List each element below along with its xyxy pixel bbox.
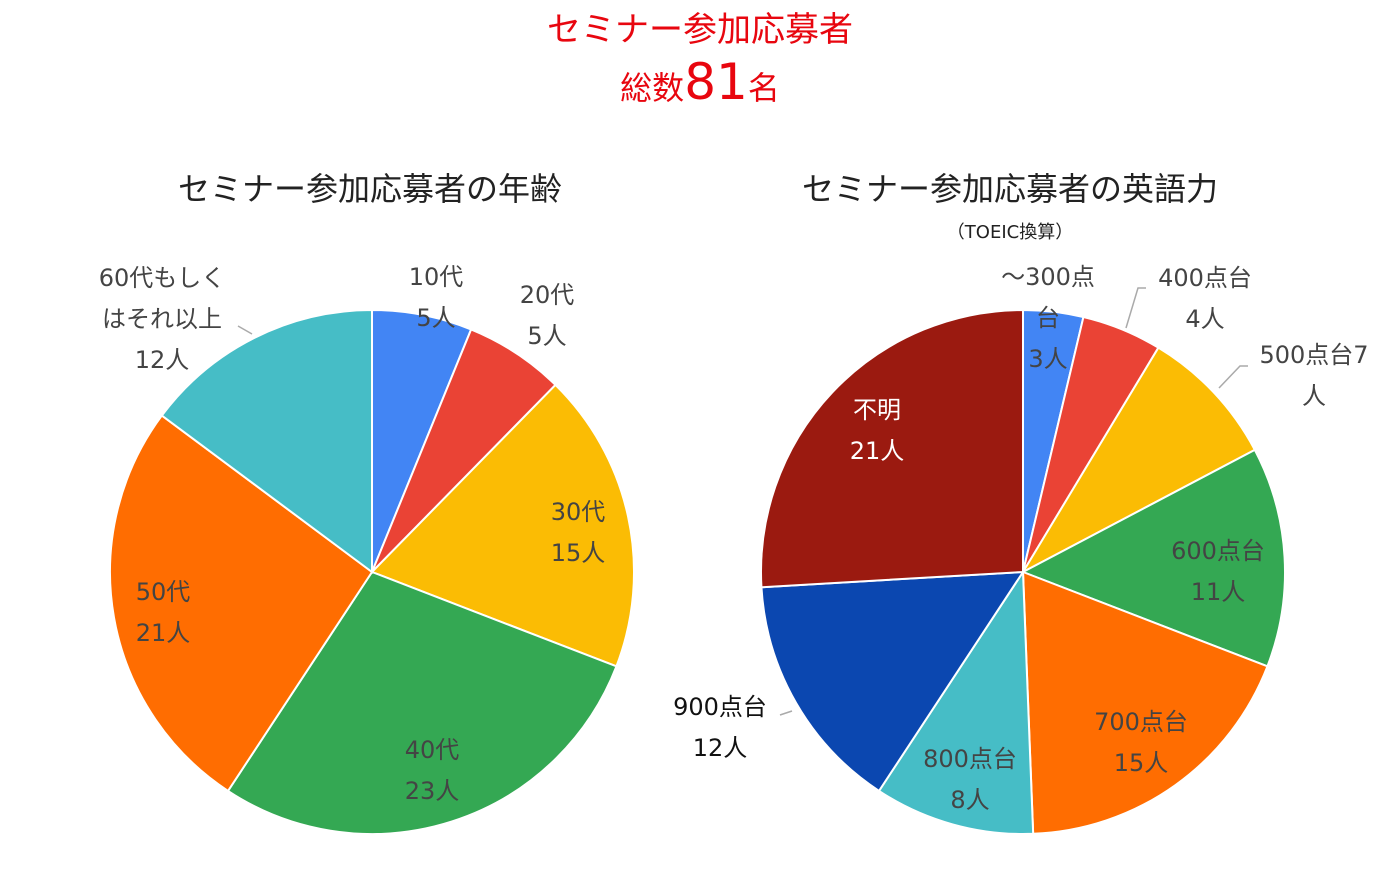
- slice-label-0-4: 50代 21人: [136, 578, 191, 647]
- slice-label-0-1: 20代 5人: [520, 281, 575, 350]
- pie-slice-1-4: [1021, 570, 1269, 835]
- english-pie-leader-lines: [779, 287, 1248, 716]
- slice-label-line: 4人: [1185, 305, 1224, 333]
- age-pie-slices: [109, 308, 635, 835]
- slice-label-0-5: 60代もしくはそれ以上 12人: [99, 264, 226, 374]
- slice-label-line: 23人: [405, 777, 460, 805]
- slice-label-line: 10代: [409, 263, 464, 291]
- pie-slice-1-2: [1020, 346, 1257, 575]
- slice-label-1-6: 900点台 12人: [673, 693, 767, 762]
- pie-slice-1-5: [877, 568, 1035, 835]
- slice-label-line: 700点台: [1094, 708, 1188, 736]
- leader-line-1-6: [779, 710, 793, 716]
- leader-line-0-5: [237, 325, 253, 335]
- slice-label-1-2: 500点台7 人: [1259, 341, 1368, 410]
- slice-label-line: 人: [1302, 382, 1326, 410]
- age-chart-title: セミナー参加応募者の年齢: [178, 170, 562, 208]
- slice-label-line: 12人: [135, 346, 190, 374]
- slice-label-0-0: 10代 5人: [409, 263, 464, 332]
- slice-label-line: 5人: [416, 304, 455, 332]
- slice-label-line: 30代: [551, 498, 606, 526]
- pie-slice-1-6: [760, 570, 1025, 793]
- english-pie-labels: 〜300点台 3人 400点台 4人 500点台7 人 600点台 11人 700点台 15人 80…: [673, 263, 1368, 814]
- english-pie-chart: セミナー参加応募者の英語力 （TOEIC換算） 〜300点台 3人 400点台 4人 5…: [673, 170, 1369, 835]
- slice-label-line: 21人: [136, 619, 191, 647]
- slice-label-line: 11人: [1191, 578, 1246, 606]
- pie-slice-1-7: [760, 308, 1024, 589]
- pie-slice-0-5: [160, 308, 373, 574]
- slice-label-line: 台: [1036, 304, 1060, 332]
- slice-label-line: 5人: [527, 322, 566, 350]
- total-suffix: 名: [747, 69, 780, 107]
- pie-slice-0-2: [370, 383, 635, 668]
- header-total: 総数81名: [0, 56, 1400, 114]
- english-chart-title: セミナー参加応募者の英語力: [802, 170, 1218, 208]
- pie-slice-1-3: [1020, 448, 1286, 668]
- pie-slice-0-3: [226, 570, 618, 835]
- english-pie-slices: [760, 308, 1286, 835]
- slice-label-line: 500点台7: [1259, 341, 1368, 369]
- slice-label-line: 15人: [1114, 749, 1169, 777]
- slice-label-1-4: 700点台 15人: [1094, 708, 1188, 777]
- slice-label-line: 不明: [853, 396, 901, 424]
- slice-label-line: 20代: [520, 281, 575, 309]
- slice-label-line: 60代もしく: [99, 264, 226, 292]
- slice-label-line: 800点台: [923, 745, 1017, 773]
- slice-label-line: 15人: [551, 539, 606, 567]
- slice-label-line: 50代: [136, 578, 191, 606]
- slice-label-line: 21人: [850, 437, 905, 465]
- slice-label-0-2: 30代 15人: [551, 498, 606, 567]
- header-title: セミナー参加応募者: [547, 10, 853, 50]
- slice-label-1-7: 不明 21人: [850, 396, 905, 465]
- slice-label-line: 400点台: [1158, 264, 1252, 292]
- slice-label-1-1: 400点台 4人: [1158, 264, 1252, 333]
- slice-label-line: はそれ以上: [102, 305, 222, 333]
- slice-label-1-3: 600点台 11人: [1171, 537, 1265, 606]
- total-value: 81: [684, 53, 748, 111]
- slice-label-line: 12人: [693, 734, 748, 762]
- pie-slice-0-4: [109, 414, 374, 793]
- slice-label-0-3: 40代 23人: [405, 736, 460, 805]
- leader-line-1-1: [1125, 287, 1146, 329]
- slice-label-line: 3人: [1028, 345, 1067, 373]
- total-prefix: 総数: [620, 69, 685, 107]
- slice-label-line: 900点台: [673, 693, 767, 721]
- slice-label-1-5: 800点台 8人: [923, 745, 1017, 814]
- english-chart-subtitle: （TOEIC換算）: [947, 222, 1073, 243]
- slice-label-1-0: 〜300点台 3人: [1001, 263, 1095, 373]
- leader-line-1-2: [1218, 365, 1248, 389]
- slice-label-line: 〜300点: [1001, 263, 1095, 291]
- slice-label-line: 8人: [950, 786, 989, 814]
- slice-label-line: 40代: [405, 736, 460, 764]
- slice-label-line: 600点台: [1171, 537, 1265, 565]
- age-pie-leader-lines: [237, 325, 253, 335]
- header: セミナー参加応募者 総数81名: [0, 0, 1400, 120]
